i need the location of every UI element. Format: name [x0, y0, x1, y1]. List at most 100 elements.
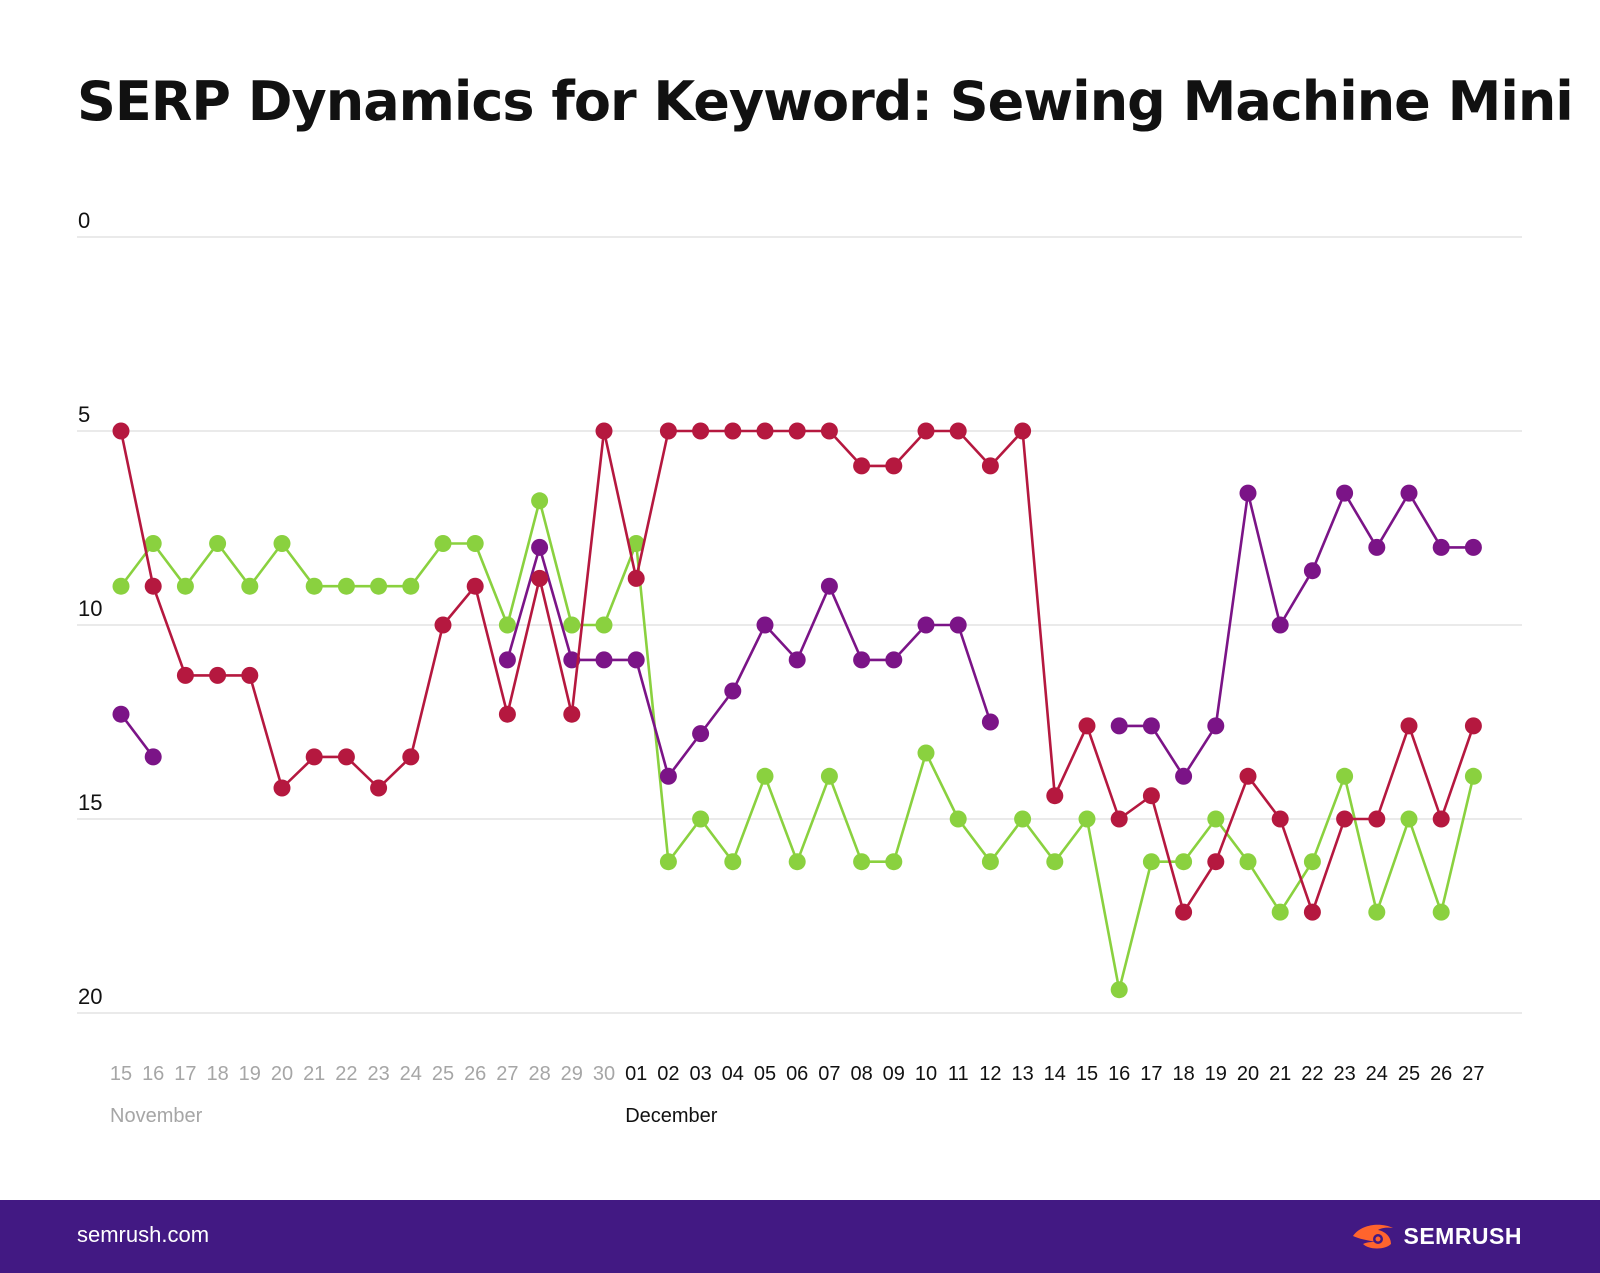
data-point[interactable]	[595, 422, 613, 440]
data-point[interactable]	[885, 651, 903, 669]
data-point[interactable]	[1014, 422, 1032, 440]
data-point[interactable]	[1464, 538, 1482, 556]
data-point[interactable]	[756, 616, 774, 634]
data-point[interactable]	[337, 748, 355, 766]
data-point[interactable]	[1464, 717, 1482, 735]
data-point[interactable]	[305, 748, 323, 766]
data-point[interactable]	[402, 748, 420, 766]
data-point[interactable]	[1303, 562, 1321, 580]
data-point[interactable]	[1336, 810, 1354, 828]
data-point[interactable]	[1175, 853, 1193, 871]
data-point[interactable]	[1336, 767, 1354, 785]
data-point[interactable]	[144, 577, 162, 595]
data-point[interactable]	[1142, 853, 1160, 871]
data-point[interactable]	[1239, 484, 1257, 502]
data-point[interactable]	[1239, 853, 1257, 871]
data-point[interactable]	[659, 422, 677, 440]
data-point[interactable]	[1046, 853, 1064, 871]
data-point[interactable]	[241, 666, 259, 684]
data-point[interactable]	[1432, 903, 1450, 921]
data-point[interactable]	[273, 535, 291, 552]
data-point[interactable]	[531, 569, 549, 587]
data-point[interactable]	[1239, 767, 1257, 785]
data-point[interactable]	[1464, 767, 1482, 785]
data-point[interactable]	[853, 651, 871, 669]
data-point[interactable]	[1432, 538, 1450, 556]
data-point[interactable]	[563, 651, 581, 669]
data-point[interactable]	[1078, 717, 1096, 735]
data-point[interactable]	[176, 577, 194, 595]
data-point[interactable]	[531, 538, 549, 556]
data-point[interactable]	[1207, 717, 1225, 735]
data-point[interactable]	[627, 569, 645, 587]
data-point[interactable]	[209, 666, 227, 684]
data-point[interactable]	[112, 422, 130, 440]
data-point[interactable]	[1014, 810, 1032, 828]
data-point[interactable]	[209, 535, 227, 552]
data-point[interactable]	[1303, 903, 1321, 921]
data-point[interactable]	[949, 616, 967, 634]
data-point[interactable]	[1175, 767, 1193, 785]
data-point[interactable]	[1400, 810, 1418, 828]
data-point[interactable]	[724, 853, 742, 871]
data-point[interactable]	[1110, 981, 1128, 999]
data-point[interactable]	[273, 779, 291, 797]
data-point[interactable]	[1271, 810, 1289, 828]
data-point[interactable]	[370, 577, 388, 595]
data-point[interactable]	[337, 577, 355, 595]
data-point[interactable]	[1046, 787, 1064, 805]
data-point[interactable]	[949, 810, 967, 828]
data-point[interactable]	[1271, 616, 1289, 634]
data-point[interactable]	[659, 853, 677, 871]
data-point[interactable]	[885, 853, 903, 871]
data-point[interactable]	[595, 651, 613, 669]
data-point[interactable]	[498, 705, 516, 723]
data-point[interactable]	[1207, 853, 1225, 871]
data-point[interactable]	[981, 713, 999, 731]
data-point[interactable]	[112, 577, 130, 595]
data-point[interactable]	[563, 616, 581, 634]
data-point[interactable]	[176, 666, 194, 684]
data-point[interactable]	[1207, 810, 1225, 828]
data-point[interactable]	[466, 577, 484, 595]
data-point[interactable]	[1303, 853, 1321, 871]
data-point[interactable]	[595, 616, 613, 634]
data-point[interactable]	[692, 422, 710, 440]
data-point[interactable]	[1400, 484, 1418, 502]
data-point[interactable]	[756, 422, 774, 440]
data-point[interactable]	[788, 853, 806, 871]
data-point[interactable]	[1142, 787, 1160, 805]
data-point[interactable]	[820, 767, 838, 785]
data-point[interactable]	[144, 535, 162, 552]
data-point[interactable]	[659, 767, 677, 785]
data-point[interactable]	[531, 492, 549, 510]
data-point[interactable]	[1142, 717, 1160, 735]
data-point[interactable]	[692, 810, 710, 828]
data-point[interactable]	[692, 725, 710, 743]
data-point[interactable]	[1368, 538, 1386, 556]
data-point[interactable]	[627, 535, 645, 552]
data-point[interactable]	[1336, 484, 1354, 502]
data-point[interactable]	[917, 616, 935, 634]
data-point[interactable]	[820, 577, 838, 595]
data-point[interactable]	[627, 651, 645, 669]
data-point[interactable]	[112, 705, 130, 723]
data-point[interactable]	[885, 457, 903, 475]
data-point[interactable]	[724, 682, 742, 700]
data-point[interactable]	[788, 422, 806, 440]
data-point[interactable]	[563, 705, 581, 723]
data-point[interactable]	[498, 616, 516, 634]
data-point[interactable]	[949, 422, 967, 440]
data-point[interactable]	[434, 616, 452, 634]
data-point[interactable]	[144, 748, 162, 766]
data-point[interactable]	[1110, 717, 1128, 735]
data-point[interactable]	[820, 422, 838, 440]
data-point[interactable]	[724, 422, 742, 440]
data-point[interactable]	[853, 853, 871, 871]
footer-site-link[interactable]: semrush.com	[77, 1222, 210, 1247]
data-point[interactable]	[1432, 810, 1450, 828]
data-point[interactable]	[1400, 717, 1418, 735]
data-point[interactable]	[853, 457, 871, 475]
data-point[interactable]	[305, 577, 323, 595]
data-point[interactable]	[1175, 903, 1193, 921]
